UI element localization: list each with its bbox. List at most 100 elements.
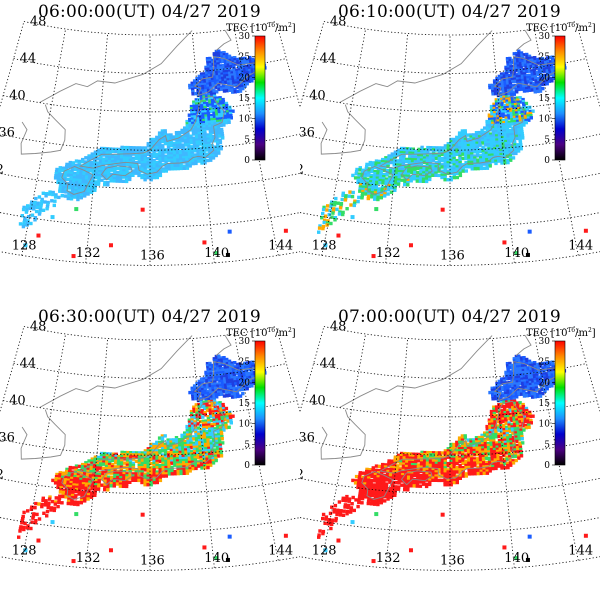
colorbar-tick: 0 [244,461,250,471]
lon-label: 128 [312,238,337,253]
colorbar-label: TEC [1016/m2] [526,22,596,34]
colorbar-tick: 5 [544,440,550,450]
colorbar-tick: 10 [239,420,251,430]
tec-map-panel-0610: 4844403632282412412813213614014414830252… [300,0,600,305]
graticule [0,21,300,266]
colorbar-label: TEC [1016/m2] [226,22,296,34]
lat-label: 44 [320,357,337,372]
tec-map-0600: 4844403632282412412813213614014414830252… [0,15,300,266]
lat-label: 40 [9,394,26,409]
lon-label: 128 [12,238,37,253]
lon-label: 132 [376,246,401,261]
panel-title: 06:30:00(UT) 04/27 2019 [38,307,261,327]
coastlines [320,30,561,195]
lat-label: 32 [300,467,304,482]
lon-label: 128 [12,543,37,558]
panel-title: 06:00:00(UT) 04/27 2019 [38,2,261,22]
colorbar-tick: 0 [244,156,250,166]
tec-map-0700: 4844403632282412412813213614014414830252… [300,320,600,571]
lon-label: 144 [268,543,293,558]
panel-title: 07:00:00(UT) 04/27 2019 [338,307,561,327]
tec-observation-cells [317,49,567,234]
lon-label: 144 [568,543,593,558]
lon-label: 140 [504,551,529,566]
colorbar-tick: 15 [539,399,551,409]
colorbar-tick: 30 [239,337,251,347]
lat-label: 32 [0,467,4,482]
colorbar-label: TEC [1016/m2] [526,327,596,339]
colorbar-label: TEC [1016/m2] [226,327,296,339]
lon-label: 140 [504,246,529,261]
lon-label: 128 [312,543,337,558]
colorbar-tick: 30 [539,32,551,42]
colorbar-tick: 5 [544,135,550,145]
colorbar-tick: 10 [539,115,551,125]
lon-label: 144 [568,238,593,253]
lon-label: 140 [204,551,229,566]
lon-label: 132 [76,246,101,261]
lat-label: 40 [309,394,326,409]
island-receiver-points [323,207,588,259]
colorbar [554,340,566,466]
colorbar-tick: 20 [239,378,251,388]
graticule [300,326,600,571]
colorbar-tick: 15 [239,94,251,104]
lon-label: 136 [440,248,465,263]
lat-label: 48 [330,15,347,30]
lat-label: 48 [330,320,347,335]
panel-title: 06:10:00(UT) 04/27 2019 [338,2,561,22]
coastlines [20,335,261,500]
lon-label: 140 [204,246,229,261]
lat-label: 48 [30,15,47,30]
tec-observation-cells [17,354,267,539]
island-receiver-points [23,207,288,259]
colorbar-tick: 20 [239,73,251,83]
colorbar [554,35,566,161]
lon-label: 132 [76,551,101,566]
colorbar-tick: 10 [539,420,551,430]
lat-label: 32 [0,162,4,177]
lon-label: 136 [440,553,465,568]
colorbar-tick: 20 [539,73,551,83]
lat-label: 36 [300,126,315,141]
colorbar-tick: 5 [244,135,250,145]
lon-label: 132 [376,551,401,566]
lat-label: 36 [0,126,15,141]
lat-label: 44 [20,52,37,67]
lat-label: 40 [9,89,26,104]
colorbar-tick: 20 [539,378,551,388]
colorbar [254,340,266,466]
lon-label: 144 [268,238,293,253]
lat-label: 32 [300,162,304,177]
coastlines [320,335,561,500]
colorbar [254,35,266,161]
coastlines [20,30,261,195]
colorbar-tick: 15 [539,94,551,104]
colorbar-tick: 0 [544,156,550,166]
tec-map-panel-0700: 4844403632282412412813213614014414830252… [300,305,600,610]
lat-label: 36 [300,431,315,446]
tec-map-0610: 4844403632282412412813213614014414830252… [300,15,600,266]
lon-label: 136 [140,553,165,568]
tec-observation-cells [18,49,267,229]
lat-label: 40 [309,89,326,104]
tec-map-panel-0630: 4844403632282412412813213614014414830252… [0,305,300,610]
island-receiver-points [323,512,588,564]
colorbar-tick: 15 [239,399,251,409]
colorbar-tick: 30 [539,337,551,347]
lat-label: 48 [30,320,47,335]
colorbar-tick: 30 [239,32,251,42]
colorbar-tick: 25 [539,358,551,368]
lon-label: 136 [140,248,165,263]
colorbar-tick: 25 [539,53,551,63]
tec-map-0630: 4844403632282412412813213614014414830252… [0,320,300,571]
colorbar-tick: 10 [239,115,251,125]
tec-map-panel-0600: 4844403632282412412813213614014414830252… [0,0,300,305]
lat-label: 44 [20,357,37,372]
graticule [0,326,300,571]
colorbar-tick: 25 [239,358,251,368]
lat-label: 36 [0,431,15,446]
graticule [300,21,600,266]
island-receiver-points [23,512,288,564]
tec-observation-cells [317,354,567,539]
